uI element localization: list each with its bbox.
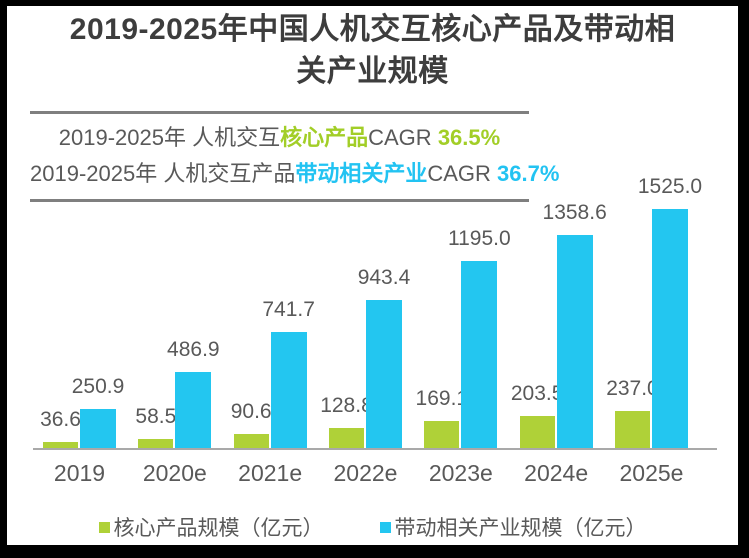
legend-item-core: 核心产品规模（亿元） [98, 512, 324, 542]
value-label-core-2023e: 169.1 [415, 387, 469, 410]
bar-core-2025e: 237.0 [606, 378, 659, 448]
x-axis-label-2024e: 2024e [524, 460, 589, 486]
bar-core-2021e: 90.6 [231, 401, 272, 448]
value-label-related-2020e: 486.9 [167, 338, 220, 361]
value-label-related-2023e: 1195.0 [447, 227, 511, 250]
value-label-core-2021e: 90.6 [230, 400, 272, 423]
bar-related-2021e: 741.7 [262, 299, 315, 448]
bar-group-2021e: 90.6 741.7 2021e [231, 198, 315, 485]
bar-group-2019: 36.6 250.9 2019 [40, 198, 124, 485]
bar-related-2022e: 943.4 [358, 267, 410, 448]
value-label-related-2024e: 1358.6 [542, 201, 607, 224]
bar-related-2025e: 1525.0 [638, 176, 702, 448]
x-axis-label-2019: 2019 [53, 460, 106, 486]
value-label-core-2019: 36.6 [40, 408, 81, 431]
bar-core-2019: 36.6 [40, 409, 81, 448]
legend-item-related: 带动相关产业规模（亿元） [379, 512, 647, 542]
chart-title-line2: 关产业规模 [296, 55, 449, 88]
cagr-note-core-mid: CAGR [368, 125, 438, 150]
x-axis-label-2020e: 2020e [142, 460, 207, 486]
value-label-related-2019: 250.9 [71, 375, 125, 398]
value-label-core-2024e: 203.5 [510, 382, 564, 405]
value-label-core-2025e: 237.0 [606, 377, 659, 400]
cagr-note-core-value: 36.5% [437, 125, 501, 150]
x-axis-label-2021e: 2021e [238, 460, 303, 486]
cagr-note-related: 2019-2025年 人机交互产品带动相关产业CAGR 36.7% [30, 159, 559, 189]
value-label-core-2020e: 58.5 [135, 405, 177, 428]
bar-core-2023e: 169.1 [416, 388, 468, 448]
value-label-core-2022e: 128.8 [320, 394, 373, 417]
bar-group-2020e: 58.5 486.9 2020e [135, 198, 220, 485]
bar-related-2019: 250.9 [72, 376, 124, 448]
chart-card: 2019-2025年中国人机交互核心产品及带动相 关产业规模 2019-2025… [7, 6, 738, 545]
cagr-note-core-prefix: 2019-2025年 人机交互 [58, 125, 281, 150]
cagr-note-related-highlight: 带动相关产业 [295, 161, 428, 186]
bar-group-2023e: 169.1 1195.0 2023e [416, 198, 511, 485]
bar-group-2025e: 237.0 1525.0 2025e [606, 176, 702, 485]
chart-legend: 核心产品规模（亿元） 带动相关产业规模（亿元） [7, 512, 738, 542]
bar-core-2022e: 128.8 [320, 395, 373, 448]
value-label-related-2021e: 741.7 [262, 298, 315, 321]
cagr-annotation-panel: 2019-2025年 人机交互核心产品CAGR 36.5% 2019-2025年… [30, 111, 559, 202]
x-axis-label-2023e: 2023e [428, 460, 493, 486]
bar-chart-plot-area: 36.6 250.9 2019 58.5 486.9 2020e 90.6 741.7 2021… [40, 176, 702, 485]
chart-title: 2019-2025年中国人机交互核心产品及带动相 关产业规模 [7, 9, 738, 93]
legend-swatch-core [98, 521, 110, 533]
bar-group-2022e: 128.8 943.4 2022e [320, 198, 410, 485]
cagr-note-related-mid: CAGR [427, 161, 498, 186]
bar-core-2020e: 58.5 [135, 406, 176, 448]
value-label-related-2022e: 943.4 [357, 266, 411, 289]
bar-related-2023e: 1195.0 [448, 228, 511, 448]
bar-related-2020e: 486.9 [167, 339, 220, 448]
x-axis-label-2025e: 2025e [619, 460, 684, 486]
bar-group-2024e: 203.5 1358.6 2024e [511, 198, 607, 485]
x-axis-label-2022e: 2022e [333, 460, 398, 486]
bar-core-2024e: 203.5 [511, 383, 563, 448]
cagr-note-related-prefix: 2019-2025年 人机交互产品 [30, 161, 296, 186]
cagr-note-core-highlight: 核心产品 [280, 125, 369, 150]
cagr-note-related-value: 36.7% [497, 161, 560, 186]
value-label-related-2025e: 1525.0 [637, 175, 703, 198]
legend-label-core: 核心产品规模（亿元） [113, 517, 324, 540]
bar-related-2024e: 1358.6 [543, 202, 607, 448]
chart-title-line1: 2019-2025年中国人机交互核心产品及带动相 [69, 13, 676, 46]
legend-label-related: 带动相关产业规模（亿元） [394, 517, 647, 540]
legend-swatch-related [379, 521, 391, 533]
x-axis-line [33, 448, 717, 450]
cagr-note-core: 2019-2025年 人机交互核心产品CAGR 36.5% [30, 123, 529, 153]
